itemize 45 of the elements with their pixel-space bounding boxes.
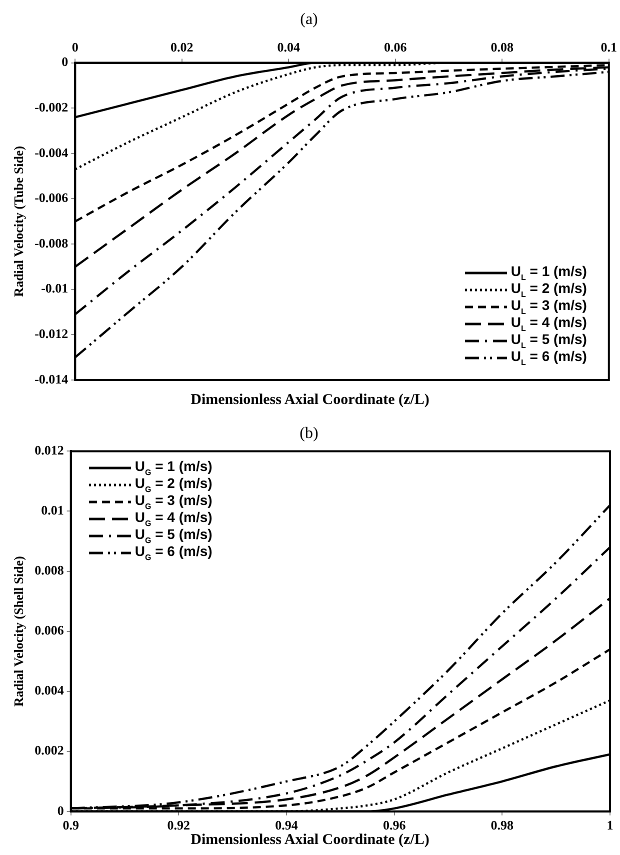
legend-label: U$_{L}$ = 3 (m/s): [510, 297, 587, 316]
chart-title: (a): [300, 10, 318, 28]
y-tick-label: 0: [57, 802, 64, 818]
y-tick-label: -0.01: [41, 280, 68, 296]
x-tick-label: 1: [606, 818, 614, 833]
legend-label: U$_{L}$ = 5 (m/s): [510, 331, 587, 350]
y-axis-title: Radial Velocity (Tube Side): [11, 146, 26, 297]
x-tick-label: 0.9: [62, 818, 80, 833]
y-tick-label: -0.008: [34, 235, 69, 250]
x-tick-label: 0.1: [600, 39, 617, 54]
x-axis-title: Dimensionless Axial Coordinate (z/L): [190, 392, 430, 409]
y-tick-label: 0.004: [34, 682, 64, 698]
y-axis-title: Radial Velocity (Shell Side): [11, 556, 26, 707]
x-tick-label: 0.08: [490, 39, 514, 54]
x-tick-label: 0.92: [167, 818, 190, 833]
y-tick-label: 0.012: [34, 442, 64, 458]
x-axis-title: Dimensionless Axial Coordinate (z/L): [190, 832, 430, 849]
legend-label: U$_{G}$ = 1 (m/s): [134, 458, 212, 478]
legend-label: U$_{G}$ = 2 (m/s): [134, 475, 212, 494]
y-tick-label: -0.006: [34, 190, 69, 206]
y-tick-label: 0.002: [34, 742, 64, 758]
y-tick-label: -0.002: [34, 99, 68, 114]
x-tick-label: 0.06: [384, 39, 408, 54]
y-tick-label: 0: [62, 54, 68, 70]
legend-label: U$_{G}$ = 6 (m/s): [134, 543, 212, 562]
legend-label: U$_{L}$ = 4 (m/s): [510, 314, 587, 333]
y-tick-label: -0.004: [34, 144, 69, 160]
x-tick-label: 0.04: [277, 39, 301, 54]
chart-title: (b): [300, 424, 318, 442]
y-tick-label: -0.014: [34, 371, 69, 386]
x-tick-label: 0.96: [382, 818, 406, 833]
x-tick-label: 0: [72, 39, 78, 54]
legend-label: U$_{L}$ = 6 (m/s): [510, 348, 587, 367]
legend-label: U$_{L}$ = 1 (m/s): [510, 263, 587, 282]
y-tick-label: -0.012: [34, 326, 68, 342]
legend-label: U$_{G}$ = 5 (m/s): [134, 526, 212, 546]
y-tick-label: 0.008: [34, 562, 64, 578]
x-tick-label: 0.98: [490, 818, 514, 833]
x-tick-label: 0.02: [170, 39, 194, 54]
legend-label: U$_{G}$ = 4 (m/s): [134, 509, 212, 528]
legend-label: U$_{L}$ = 2 (m/s): [510, 280, 587, 299]
x-tick-label: 0.94: [275, 818, 298, 833]
y-tick-label: 0.006: [34, 622, 64, 638]
y-tick-label: 0.01: [41, 502, 64, 518]
legend-label: U$_{G}$ = 3 (m/s): [134, 492, 212, 512]
